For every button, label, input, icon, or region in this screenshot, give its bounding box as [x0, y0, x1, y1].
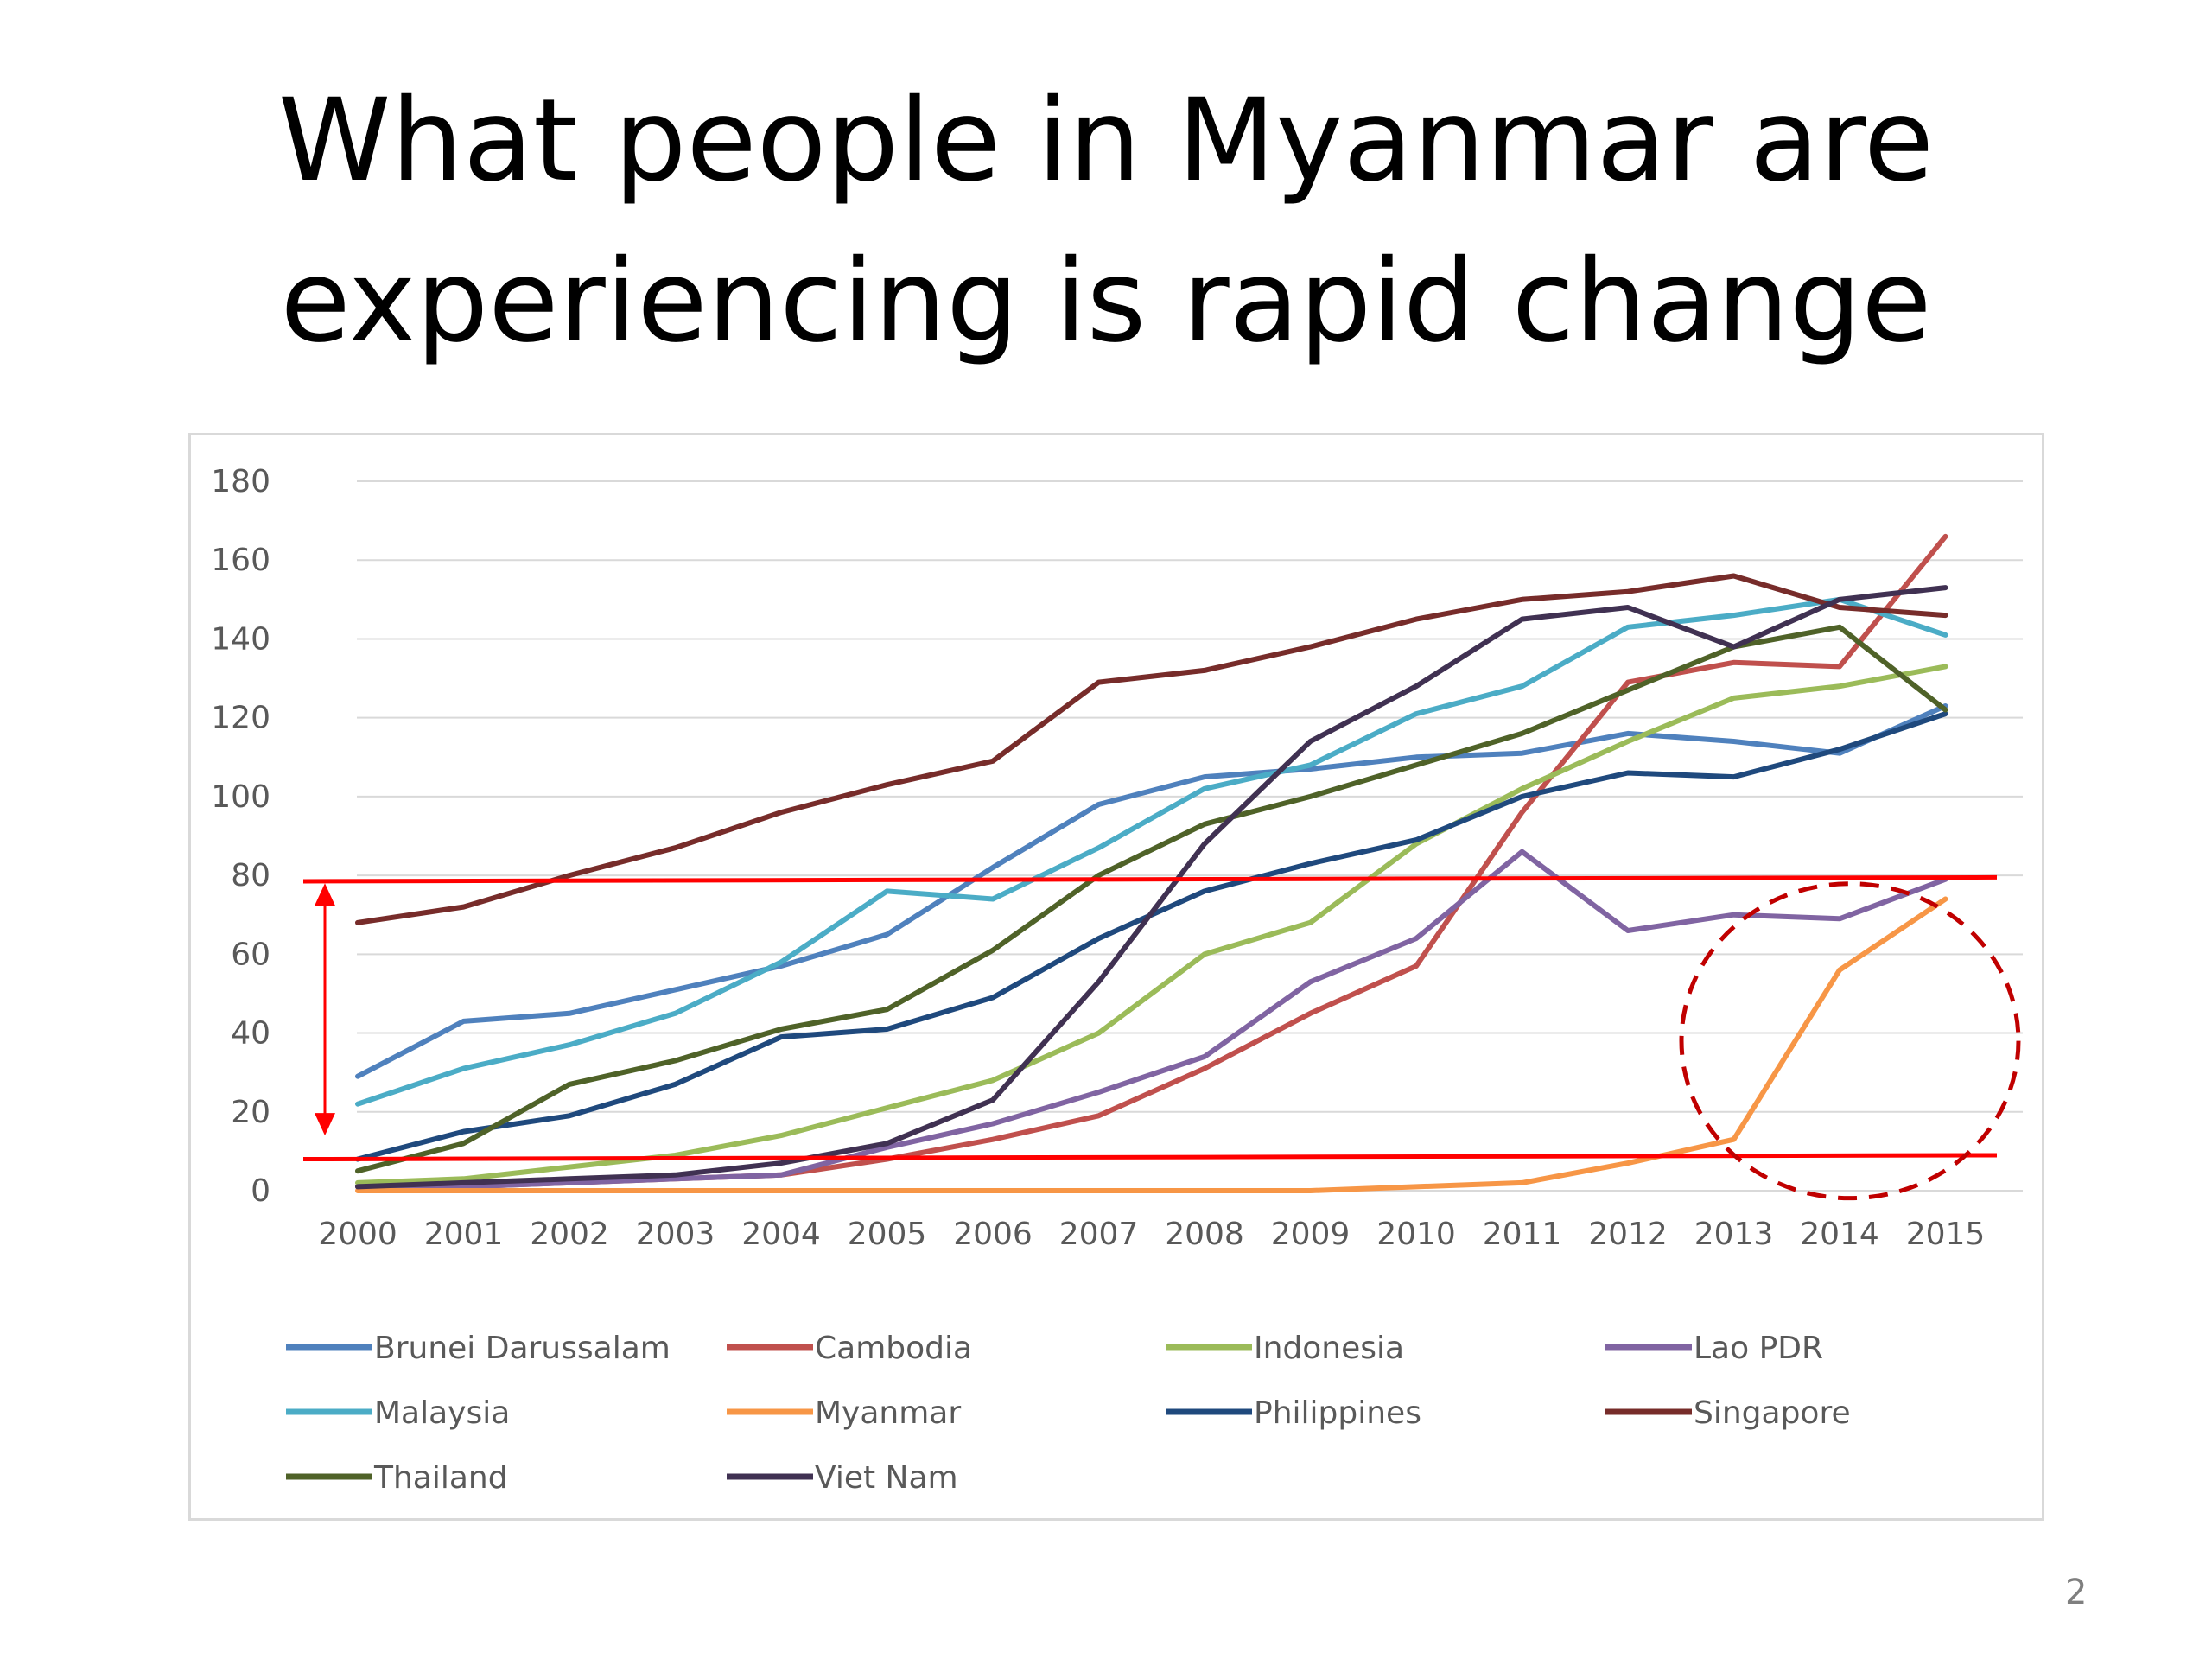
x-tick-label: 2006 [953, 1217, 1033, 1252]
red-arrowhead-down [315, 1113, 335, 1136]
y-tick-label: 40 [231, 1016, 270, 1052]
red-reference-line-1 [302, 874, 1998, 884]
x-tick-label: 2007 [1059, 1217, 1139, 1252]
x-tick-label: 2012 [1588, 1217, 1668, 1252]
series-line-viet-nam [355, 585, 1948, 1190]
y-tick-label: 120 [211, 701, 270, 736]
legend-label-lao-pdr: Lao PDR [1694, 1331, 1823, 1366]
x-tick-label: 2004 [741, 1217, 821, 1252]
x-tick-label: 2014 [1800, 1217, 1879, 1252]
slide-title: What people in Myanmar are experiencing … [0, 60, 2212, 382]
y-tick-label: 100 [211, 779, 270, 815]
x-tick-label: 2015 [1906, 1217, 1986, 1252]
legend-label-philippines: Philippines [1254, 1395, 1421, 1431]
x-tick-label: 2008 [1165, 1217, 1244, 1252]
slide-title-line-2: experiencing is rapid change [280, 235, 1932, 368]
slide-title-line-1: What people in Myanmar are [277, 74, 1935, 207]
legend-label-myanmar: Myanmar [815, 1395, 961, 1431]
x-tick-label: 2002 [530, 1217, 609, 1252]
line-chart: 0 20 40 60 80 100 120 140 160 180 2000 2001 2002 2003… [211, 464, 2023, 1496]
legend-label-viet-nam: Viet Nam [815, 1460, 958, 1496]
red-reference-line-2 [302, 1153, 1998, 1162]
series-line-indonesia [355, 664, 1948, 1185]
x-tick-label: 2001 [424, 1217, 504, 1252]
series-line-lao-pdr [355, 849, 1948, 1190]
x-tick-label: 2000 [318, 1217, 397, 1252]
series-line-singapore [355, 573, 1948, 925]
series-line-myanmar [355, 896, 1948, 1193]
page-number: 2 [2065, 1573, 2088, 1612]
series-line-cambodia [355, 533, 1948, 1190]
x-tick-label: 2013 [1694, 1217, 1774, 1252]
x-tick-label: 2011 [1483, 1217, 1562, 1252]
y-tick-label: 80 [231, 858, 270, 893]
x-tick-label: 2009 [1271, 1217, 1351, 1252]
legend-label-cambodia: Cambodia [815, 1331, 972, 1366]
x-tick-label: 2005 [848, 1217, 927, 1252]
chart-frame: 0 20 40 60 80 100 120 140 160 180 2000 2001 2002 2003… [188, 433, 2044, 1521]
series-line-malaysia [355, 596, 1948, 1107]
y-tick-label: 160 [211, 543, 270, 578]
legend-label-thailand: Thailand [373, 1460, 508, 1496]
legend-label-brunei-darussalam: Brunei Darussalam [374, 1331, 671, 1366]
series-line-thailand [355, 624, 1948, 1174]
legend-label-malaysia: Malaysia [374, 1395, 510, 1431]
y-tick-label: 0 [251, 1173, 270, 1209]
y-tick-label: 20 [231, 1095, 270, 1130]
x-tick-label: 2003 [636, 1217, 715, 1252]
red-arrowhead-up [315, 883, 335, 906]
y-tick-label: 140 [211, 621, 270, 657]
red-dashed-circle-highlight [1679, 881, 2021, 1201]
legend-label-indonesia: Indonesia [1254, 1331, 1404, 1366]
y-tick-label: 180 [211, 464, 270, 499]
y-tick-label: 60 [231, 937, 270, 972]
legend-label-singapore: Singapore [1694, 1395, 1851, 1431]
x-tick-label: 2010 [1376, 1217, 1456, 1252]
series-line-brunei-darussalam [355, 703, 1948, 1079]
